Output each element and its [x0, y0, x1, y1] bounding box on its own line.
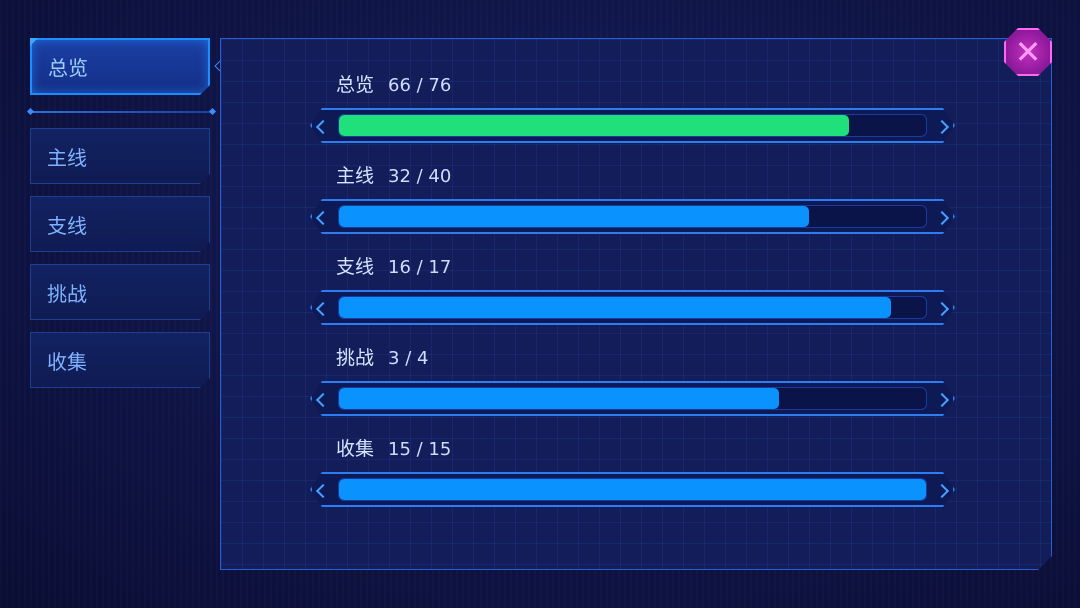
arrow-left-icon: [316, 120, 330, 134]
progress-name: 支线: [336, 256, 375, 278]
progress-bar: [310, 472, 955, 507]
progress-count: 66 / 76: [388, 75, 452, 96]
close-icon: ✕: [1014, 33, 1042, 71]
progress-track: [338, 205, 927, 228]
progress-name: 收集: [336, 438, 375, 460]
progress-track: [338, 478, 927, 501]
progress-count: 16 / 17: [388, 257, 452, 278]
tab-overview[interactable]: 总览: [30, 38, 210, 95]
arrow-left-icon: [316, 211, 330, 225]
progress-bar: [310, 381, 955, 416]
progress-label: 收集 15 / 15: [336, 434, 451, 461]
progress-label: 总览 66 / 76: [336, 70, 451, 97]
tab-main-quest[interactable]: 主线: [30, 128, 210, 184]
progress-track: [338, 114, 927, 137]
progress-fill: [339, 388, 779, 409]
tab-label: 支线: [47, 213, 87, 238]
progress-track: [338, 296, 927, 319]
progress-name: 主线: [336, 165, 375, 187]
tab-corner-decoration: [30, 38, 38, 46]
arrow-right-icon: [935, 484, 949, 498]
progress-bar: [310, 199, 955, 234]
progress-name: 总览: [336, 74, 375, 96]
progress-count: 15 / 15: [388, 439, 452, 460]
tab-separator: [30, 111, 213, 113]
tab-challenge[interactable]: 挑战: [30, 264, 210, 320]
tab-label: 挑战: [47, 281, 87, 306]
progress-bar: [310, 108, 955, 143]
progress-track: [338, 387, 927, 410]
arrow-left-icon: [316, 302, 330, 316]
progress-fill: [339, 297, 891, 318]
tab-label: 总览: [48, 56, 88, 80]
arrow-right-icon: [935, 211, 949, 225]
progress-fill: [339, 206, 809, 227]
tab-label: 收集: [47, 349, 87, 374]
progress-fill: [339, 479, 926, 500]
tab-label: 主线: [47, 145, 87, 170]
progress-label: 主线 32 / 40: [336, 161, 451, 188]
tab-side-quest[interactable]: 支线: [30, 196, 210, 252]
close-button[interactable]: ✕: [1004, 28, 1052, 76]
arrow-right-icon: [935, 393, 949, 407]
arrow-left-icon: [316, 393, 330, 407]
arrow-right-icon: [935, 302, 949, 316]
progress-bar: [310, 290, 955, 325]
progress-fill: [339, 115, 849, 136]
progress-count: 3 / 4: [388, 348, 429, 369]
progress-name: 挑战: [336, 347, 375, 369]
progress-count: 32 / 40: [388, 166, 452, 187]
progress-label: 支线 16 / 17: [336, 252, 451, 279]
arrow-right-icon: [935, 120, 949, 134]
progress-label: 挑战 3 / 4: [336, 343, 428, 370]
tab-collection[interactable]: 收集: [30, 332, 210, 388]
arrow-left-icon: [316, 484, 330, 498]
